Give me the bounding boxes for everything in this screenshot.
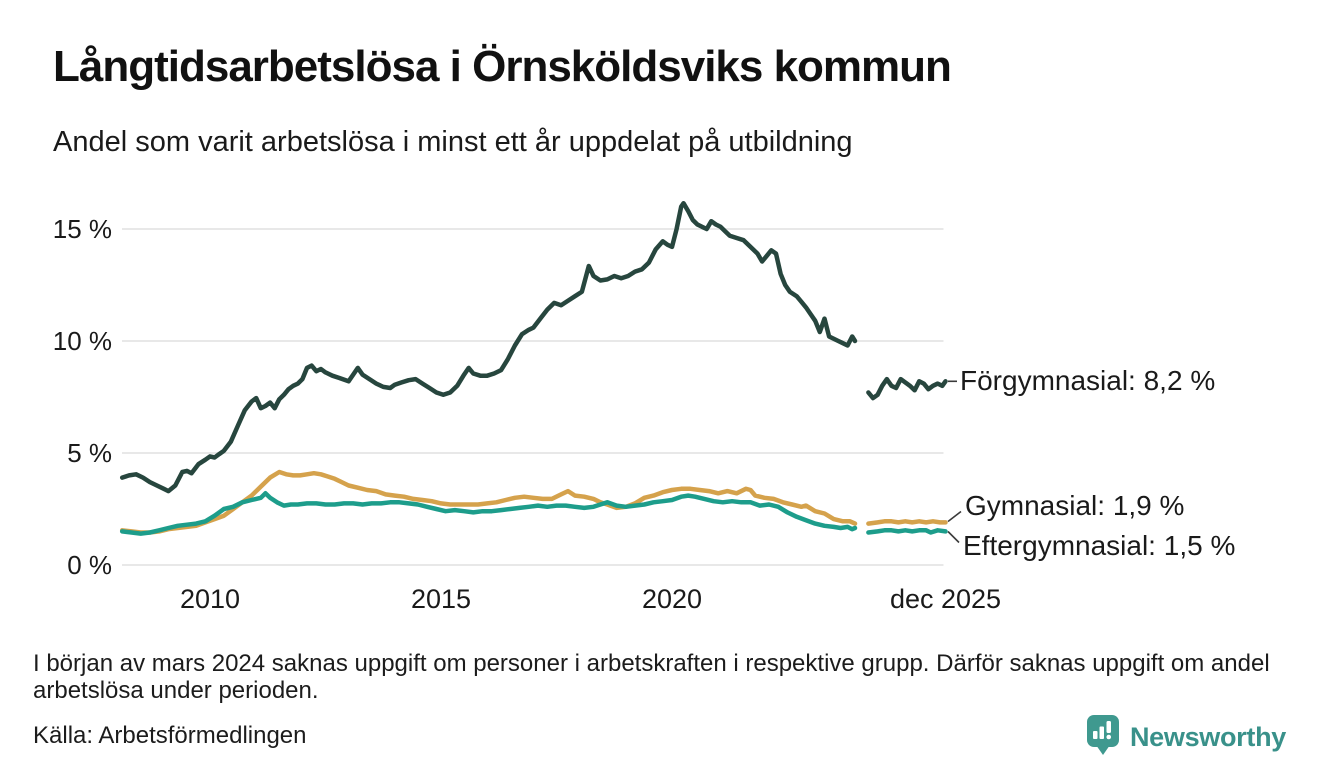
series-line-f-rgymnasial <box>119 200 858 494</box>
label-leader-line <box>947 530 960 544</box>
newsworthy-wordmark: Newsworthy <box>1129 722 1286 752</box>
x-axis-tick-label: 2015 <box>411 584 471 614</box>
series-end-label-gymnasial: Gymnasial: 1,9 % <box>965 490 1184 521</box>
label-leader-line <box>947 510 962 523</box>
series-line-eftergymnasial <box>866 528 948 535</box>
y-axis-tick-label: 5 % <box>67 438 112 468</box>
series-line-gymnasial <box>119 469 858 535</box>
chart-footnote: I början av mars 2024 saknas uppgift om … <box>33 650 1270 704</box>
page-subtitle: Andel som varit arbetslösa i minst ett å… <box>53 126 853 158</box>
y-axis-tick-label: 0 % <box>67 550 112 580</box>
newsworthy-brand: Newsworthy <box>1086 714 1286 761</box>
series-line-gymnasial <box>866 519 948 526</box>
x-axis-tick-label: 2010 <box>180 584 240 614</box>
source-note: Källa: Arbetsförmedlingen <box>33 722 307 749</box>
series-end-label-eftergymnasial: Eftergymnasial: 1,5 % <box>963 530 1235 561</box>
x-axis-tick-label: 2020 <box>642 584 702 614</box>
series-line-eftergymnasial <box>119 491 858 536</box>
page-title: Långtidsarbetslösa i Örnsköldsviks kommu… <box>53 42 952 91</box>
y-axis-tick-label: 10 % <box>53 326 112 356</box>
series-end-label-f-rgymnasial: Förgymnasial: 8,2 % <box>960 365 1215 396</box>
x-axis-tick-label: dec 2025 <box>890 584 1001 614</box>
series-line-f-rgymnasial <box>866 376 948 401</box>
y-axis-tick-label: 15 % <box>53 214 112 244</box>
newsworthy-logo-icon <box>1086 714 1122 761</box>
